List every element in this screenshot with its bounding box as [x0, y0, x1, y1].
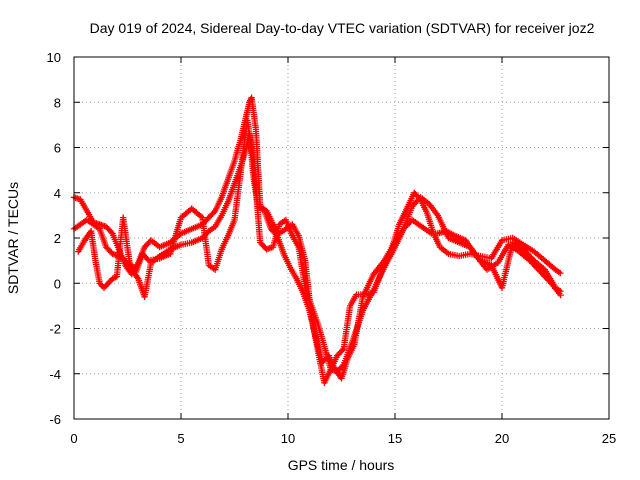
y-tick-label: -2 [49, 322, 61, 337]
axis-ticks: 0 5 10 15 20 25 -6 -4 -2 0 2 4 6 8 10 [47, 50, 617, 446]
x-tick-label: 25 [602, 431, 616, 446]
y-tick-label: -4 [49, 367, 61, 382]
data-point-marker [108, 228, 115, 236]
y-axis-label: SDTVAR / TECUs [5, 182, 21, 294]
chart-title: Day 019 of 2024, Sidereal Day-to-day VTE… [90, 20, 595, 36]
y-tick-label: 10 [47, 50, 61, 65]
data-point-marker [339, 362, 346, 370]
y-tick-label: 2 [54, 231, 61, 246]
series-group [75, 117, 564, 375]
data-point-marker [557, 288, 564, 295]
x-axis-label: GPS time / hours [288, 457, 395, 473]
x-tick-label: 5 [177, 431, 184, 446]
data-point-marker [557, 269, 564, 277]
x-tick-label: 10 [281, 431, 295, 446]
data-point-marker [210, 209, 218, 216]
y-tick-label: 0 [54, 276, 61, 291]
data-points [70, 94, 564, 386]
x-tick-label: 0 [70, 431, 77, 446]
x-tick-label: 20 [495, 431, 509, 446]
data-point-marker [339, 347, 346, 354]
y-tick-label: 4 [54, 186, 61, 201]
data-point-marker [144, 256, 151, 263]
y-tick-label: 8 [54, 95, 61, 110]
y-tick-label: 6 [54, 141, 61, 156]
y-tick-label: -6 [49, 412, 61, 427]
x-tick-label: 15 [388, 431, 402, 446]
